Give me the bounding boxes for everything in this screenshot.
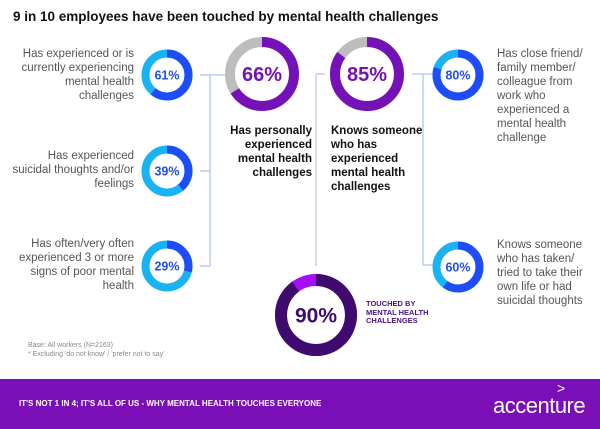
donut-value-arc: [141, 240, 193, 292]
footer-text: IT'S NOT 1 IN 4; IT'S ALL OF US - WHY ME…: [19, 399, 322, 408]
donut-value-arc: [330, 37, 404, 111]
donut-value-arc: [275, 274, 357, 356]
center-item-text: Has personally experienced mental health…: [230, 125, 312, 179]
footer-bar: [0, 379, 600, 429]
center-item-text: Knows someone who has experienced mental…: [331, 125, 423, 193]
exclusion-note: * Excluding 'do not know' / 'prefer not …: [28, 351, 165, 358]
donut-percent-label: 39%: [154, 165, 179, 179]
left-donut: 29%: [141, 240, 193, 292]
left-connector: [200, 74, 226, 267]
donut-value-arc: [432, 241, 484, 293]
diagram: 61% 39% 29% 66% 85% 80% 60% 90%: [141, 37, 484, 356]
left-item-text: Has experienced suicidal thoughts and/or…: [12, 150, 134, 190]
right-item-text: Knows someone who has taken/ tried to ta…: [497, 239, 583, 307]
left-item-text: Has experienced or is currently experien…: [21, 48, 134, 102]
left-item-text: Has often/very often experienced 3 or mo…: [18, 238, 134, 292]
donut-value-arc: [141, 49, 193, 101]
center-donut: 85%: [330, 37, 404, 111]
donut-value-arc: [225, 37, 299, 111]
total-label: TOUCHED BY MENTAL HEALTH CHALLENGES: [366, 299, 429, 325]
donut-percent-label: 61%: [154, 69, 179, 83]
right-item-text: Has close friend/ family member/ colleag…: [497, 48, 583, 144]
donut-value-arc: [141, 145, 193, 197]
left-donut: 61%: [141, 49, 193, 101]
total-donut: 90%: [275, 274, 357, 356]
donut-percent-label: 66%: [242, 64, 282, 86]
accenture-logo: > accenture: [493, 380, 586, 418]
donut-percent-label: 60%: [445, 261, 470, 275]
base-note: Base: All workers (N=2163): [28, 342, 114, 349]
right-connector: [412, 73, 434, 266]
center-donut: 66%: [225, 37, 299, 111]
left-donut: 39%: [141, 145, 193, 197]
right-donut: 80%: [432, 49, 484, 101]
donut-percent-label: 90%: [295, 305, 337, 328]
donut-percent-label: 80%: [445, 69, 470, 83]
center-connector: [315, 73, 325, 266]
right-donut: 60%: [432, 241, 484, 293]
donut-value-arc: [432, 49, 484, 101]
donut-percent-label: 85%: [347, 64, 387, 86]
footnote: Base: All workers (N=2163) * Excluding '…: [28, 341, 164, 359]
donut-percent-label: 29%: [154, 260, 179, 274]
page-title: 9 in 10 employees have been touched by m…: [13, 9, 439, 24]
